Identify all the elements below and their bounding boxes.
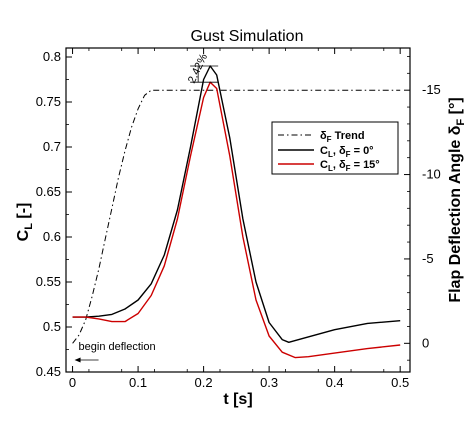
x-tick-label: 0.3	[260, 375, 278, 390]
begin-deflection-label: begin deflection	[79, 341, 156, 353]
y-tick-label: 0.6	[43, 229, 61, 244]
legend-label-flap-trend: δF Trend	[320, 130, 365, 144]
legend-label-cl-15: CL, δF = 15°	[320, 159, 380, 173]
chart-title: Gust Simulation	[191, 28, 304, 45]
x-axis-label: t [s]	[223, 391, 252, 408]
begin-deflection-arrowhead	[74, 357, 81, 363]
y-tick-label: 0.8	[43, 49, 61, 64]
chart-legend: δF Trend CL, δF = 0° CL, δF = 15°	[271, 121, 399, 175]
y2-tick-label: -15	[422, 82, 441, 97]
x-tick-label: 0.2	[195, 375, 213, 390]
x-tick-label: 0.4	[326, 375, 344, 390]
y2-tick-label: -10	[422, 167, 441, 182]
y-tick-label: 0.55	[36, 274, 61, 289]
y-tick-label: 0.65	[36, 184, 61, 199]
x-tick-label: 0.5	[391, 375, 409, 390]
y2-tick-label: 0	[422, 335, 429, 350]
y2-tick-label: -5	[422, 251, 434, 266]
series-line-1	[72, 65, 401, 343]
peak-diff-label: 2.42%	[186, 52, 210, 86]
y-tick-label: 0.7	[43, 139, 61, 154]
y-tick-label: 0.5	[43, 319, 61, 334]
axis-ticks: 0 0.1 0.2 0.3 0.4 0.5 0.45 0.5 0.55 0.6 0.65 0.7 0.7…	[36, 48, 441, 390]
y-tick-label: 0.45	[36, 364, 61, 379]
plot-frame	[65, 47, 411, 373]
x-tick-label: 0	[69, 375, 76, 390]
y2-axis-label: Flap Deflection Angle δF [°]	[447, 97, 467, 302]
x-tick-label: 0.1	[129, 375, 147, 390]
legend-label-cl-0: CL, δF = 0°	[320, 145, 374, 159]
data-series	[72, 65, 401, 359]
series-line-0	[72, 89, 401, 344]
legend-box	[271, 121, 399, 175]
y-tick-label: 0.75	[36, 94, 61, 109]
y-axis-label: CL [-]	[15, 203, 35, 242]
